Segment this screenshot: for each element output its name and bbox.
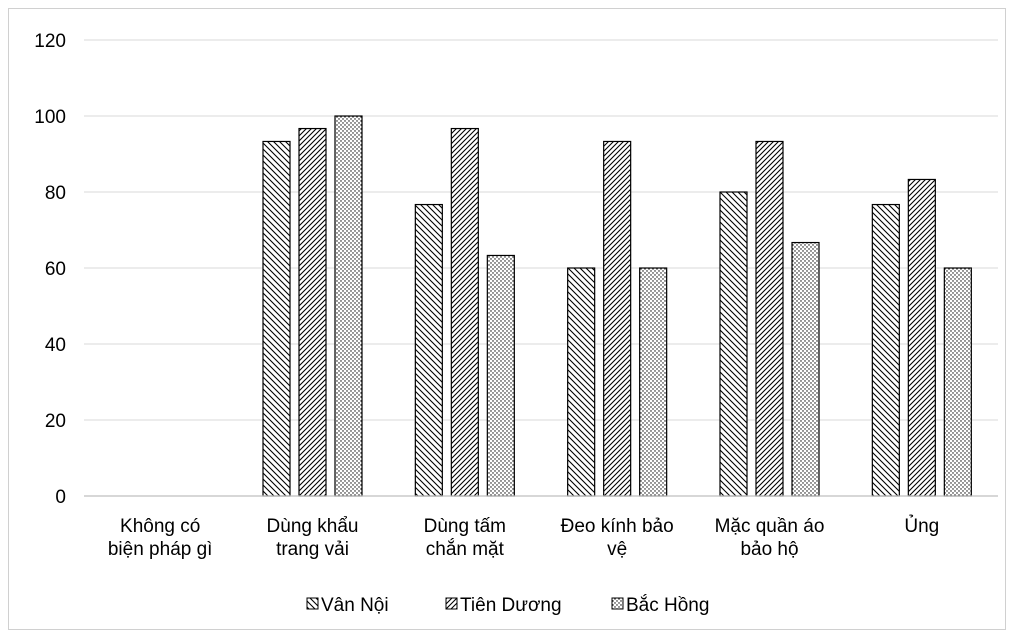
legend-label: Vân Nội: [321, 595, 389, 616]
y-tick-label: 20: [45, 411, 66, 432]
bar: [334, 115, 363, 497]
bar: [262, 140, 291, 497]
y-tick-label: 100: [34, 107, 66, 128]
bar: [791, 241, 820, 497]
bar: [719, 191, 748, 497]
category-label: Dùng tấm chắn mặt: [424, 516, 506, 560]
bar: [603, 140, 632, 497]
bars: [262, 115, 972, 497]
bar: [486, 254, 515, 497]
y-tick-label: 120: [34, 31, 66, 52]
legend-swatch: [306, 597, 319, 610]
y-tick-label: 60: [45, 259, 66, 280]
bar: [755, 140, 784, 497]
legend-swatch: [445, 597, 458, 610]
bar: [567, 267, 596, 497]
category-label: Ủng: [904, 515, 939, 537]
y-tick-label: 0: [55, 487, 66, 508]
category-label: Không có biện pháp gì: [108, 516, 213, 560]
category-label: Mặc quần áo bảo hộ: [715, 516, 825, 560]
bar: [871, 203, 900, 497]
category-label: Đeo kính bảo vệ: [561, 516, 674, 560]
bar: [943, 267, 972, 497]
legend-swatch: [611, 597, 624, 610]
bar: [414, 203, 443, 497]
y-tick-label: 80: [45, 183, 66, 204]
category-labels: Không có biện pháp gì Dùng khẩu trang vải Dù…: [108, 515, 939, 560]
legend-label: Tiên Dương: [460, 595, 562, 616]
y-tick-label: 40: [45, 335, 66, 356]
y-axis-ticks: 0 20 40 60 80 100 120: [34, 31, 66, 508]
legend: Vân Nội Tiên Dương Bắc Hồng: [306, 594, 709, 616]
bar: [907, 178, 936, 497]
category-label: Dùng khẩu trang vải: [267, 516, 359, 560]
bar: [298, 127, 327, 497]
legend-label: Bắc Hồng: [626, 594, 709, 616]
gridlines: [84, 39, 998, 421]
bar: [450, 127, 479, 497]
bar: [639, 267, 668, 497]
